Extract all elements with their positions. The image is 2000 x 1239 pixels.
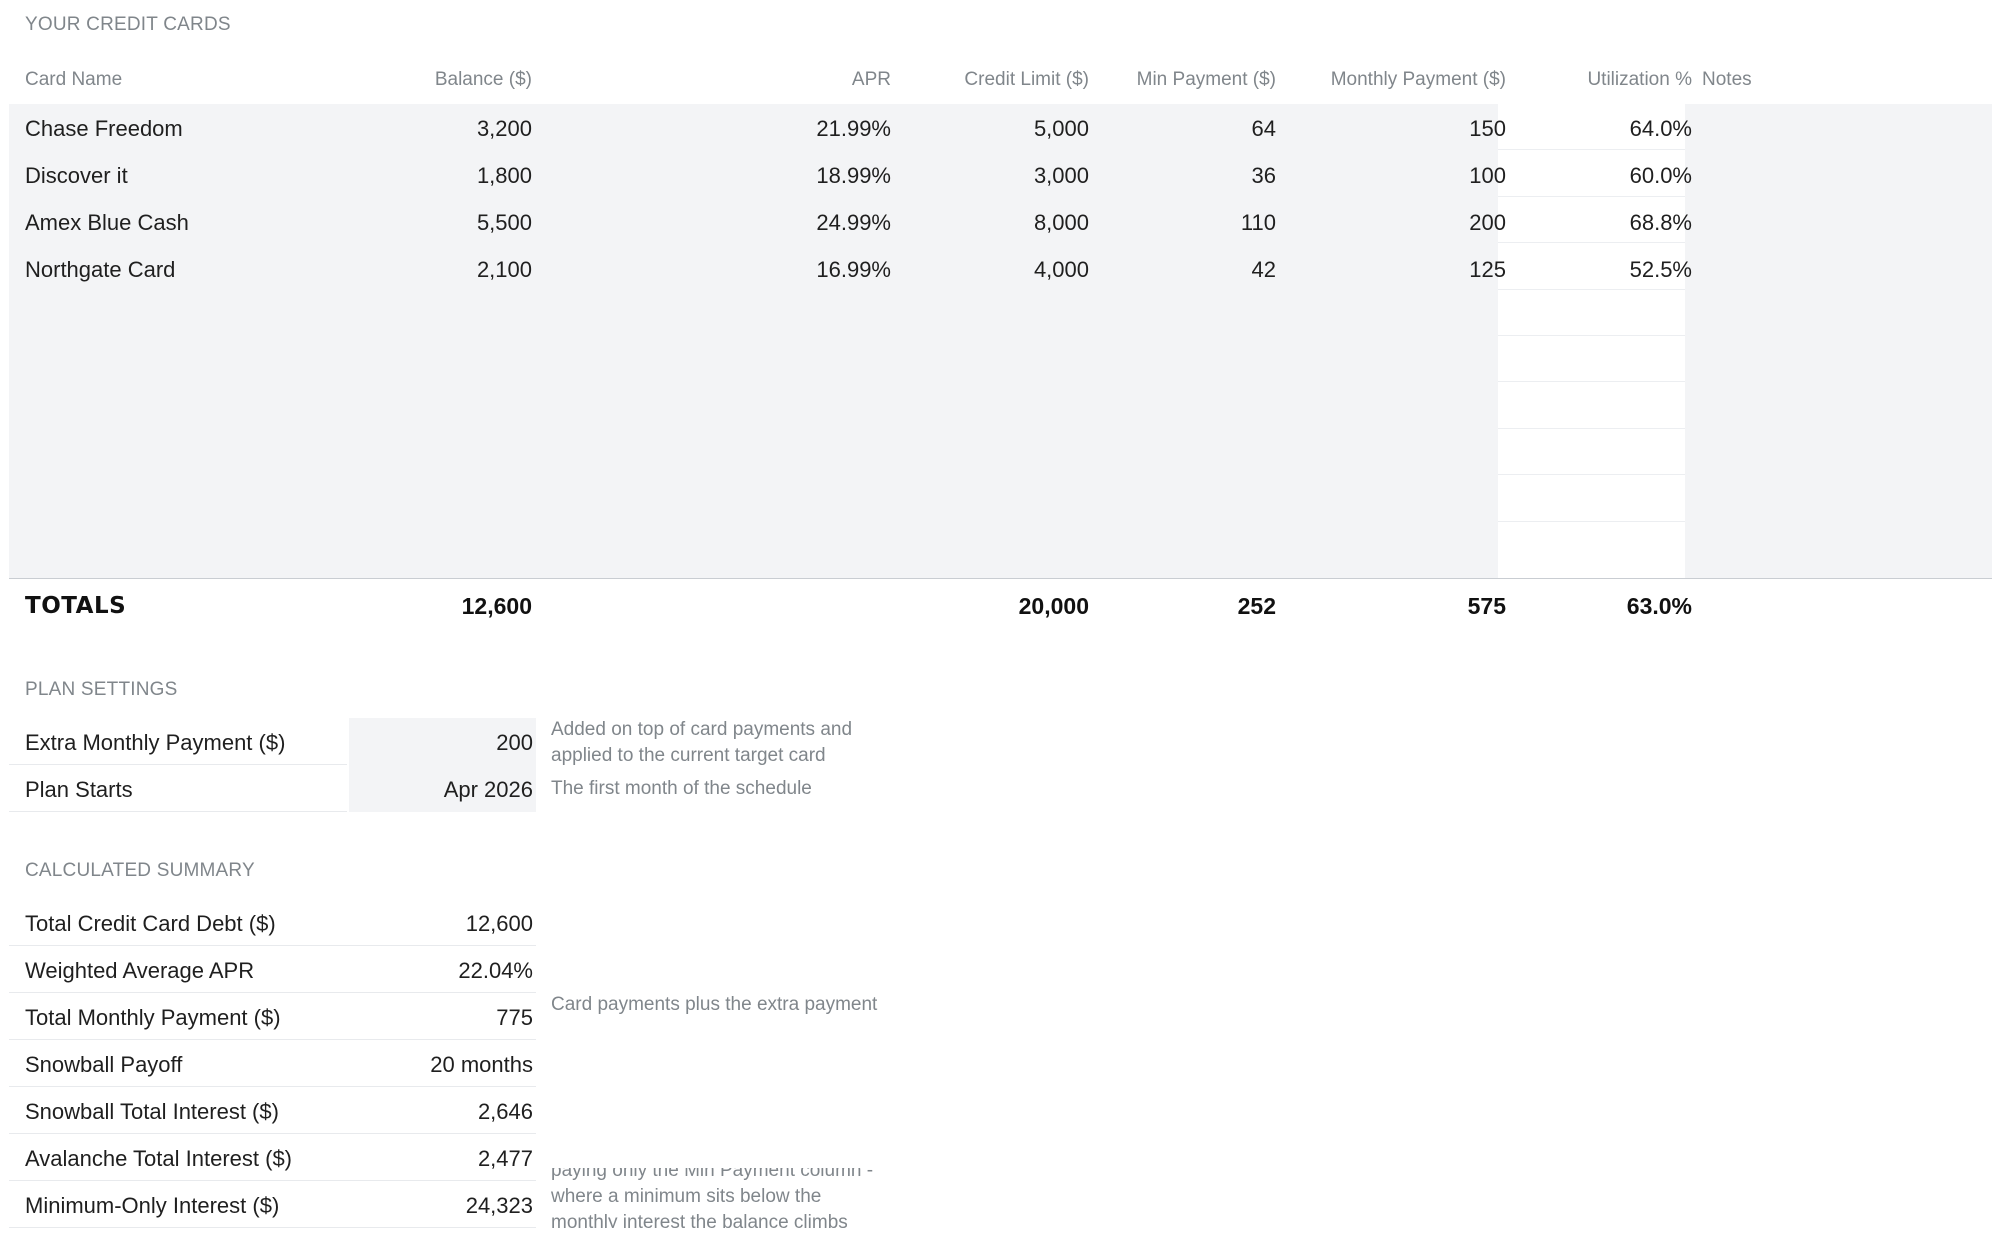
plan-starts-row: Plan Starts Apr 2026 <box>9 765 536 812</box>
utilization-cell: 52.5% <box>1629 257 1692 282</box>
summary-value: 775 <box>496 1005 533 1030</box>
summary-label: Weighted Average APR <box>25 958 255 983</box>
apr-cell[interactable]: 21.99% <box>816 116 891 141</box>
totals-credit-limit: 20,000 <box>1018 593 1089 619</box>
table-header: Card Name Balance ($) APR Credit Limit (… <box>9 57 1992 104</box>
summary-row-avalanche-interest: Avalanche Total Interest ($) 2,477 <box>9 1134 536 1181</box>
summary-value: 2,477 <box>477 1146 533 1171</box>
balance-cell[interactable]: 1,800 <box>476 163 532 188</box>
summary-row-total-debt: Total Credit Card Debt ($) 12,600 <box>9 899 536 946</box>
totals-utilization: 63.0% <box>1626 593 1692 619</box>
card-name-cell[interactable]: Chase Freedom <box>25 116 183 141</box>
min-payment-cell[interactable]: 64 <box>1251 116 1276 141</box>
header-monthly-payment: Monthly Payment ($) <box>1330 69 1506 90</box>
monthly-payment-cell[interactable]: 150 <box>1469 116 1506 141</box>
header-apr: APR <box>851 69 891 90</box>
table-row[interactable]: Northgate Card 2,100 16.99% 4,000 42 125… <box>9 245 1992 292</box>
card-name-cell[interactable]: Amex Blue Cash <box>25 210 189 235</box>
table-body: Chase Freedom 3,200 21.99% 5,000 64 150 … <box>9 104 1992 579</box>
table-row[interactable]: Chase Freedom 3,200 21.99% 5,000 64 150 … <box>9 104 1992 151</box>
credit-limit-cell[interactable]: 3,000 <box>1033 163 1089 188</box>
totals-balance: 12,600 <box>461 593 532 619</box>
min-payment-cell[interactable]: 36 <box>1251 163 1276 188</box>
summary-value: 20 months <box>430 1052 533 1077</box>
totals-label: TOTALS <box>25 593 127 619</box>
extra-payment-input[interactable] <box>349 718 536 765</box>
summary-label: Snowball Total Interest ($) <box>25 1099 279 1124</box>
monthly-payment-cell[interactable]: 100 <box>1469 163 1506 188</box>
balance-cell[interactable]: 2,100 <box>476 257 532 282</box>
extra-payment-value[interactable]: 200 <box>496 730 533 755</box>
apr-cell[interactable]: 16.99% <box>816 257 891 282</box>
summary-label: Snowball Payoff <box>25 1052 183 1077</box>
min-payment-cell[interactable]: 110 <box>1240 210 1276 235</box>
credit-cards-table: Card Name Balance ($) APR Credit Limit (… <box>9 57 1992 635</box>
header-credit-limit: Credit Limit ($) <box>964 69 1089 90</box>
header-card-name: Card Name <box>25 69 123 90</box>
summary-value: 22.04% <box>458 958 533 983</box>
extra-payment-note: Added on top of card payments and applie… <box>551 719 853 766</box>
totals-min-payment: 252 <box>1237 593 1276 619</box>
utilization-cell: 68.8% <box>1629 210 1692 235</box>
plan-starts-value[interactable]: Apr 2026 <box>443 777 533 802</box>
min-payment-cell[interactable]: 42 <box>1251 257 1276 282</box>
header-balance: Balance ($) <box>434 69 532 90</box>
minimum-only-note: paying only the Min Payment column - whe… <box>551 1168 874 1228</box>
summary-row-total-monthly: Total Monthly Payment ($) 775 <box>9 993 536 1040</box>
header-utilization: Utilization % <box>1587 69 1692 90</box>
balance-cell[interactable]: 3,200 <box>476 116 532 141</box>
credit-limit-cell[interactable]: 8,000 <box>1033 210 1089 235</box>
summary-value: 12,600 <box>465 911 533 936</box>
credit-limit-cell[interactable]: 4,000 <box>1033 257 1089 282</box>
header-notes: Notes <box>1702 69 1752 90</box>
table-row[interactable]: Discover it 1,800 18.99% 3,000 36 100 60… <box>9 151 1992 198</box>
plan-settings-section-title: PLAN SETTINGS <box>25 679 178 700</box>
summary-label: Minimum-Only Interest ($) <box>25 1193 280 1218</box>
table-row[interactable]: Amex Blue Cash 5,500 24.99% 8,000 110 20… <box>9 198 1992 245</box>
summary-label: Avalanche Total Interest ($) <box>25 1146 293 1171</box>
summary-row-weighted-apr: Weighted Average APR 22.04% <box>9 946 536 993</box>
credit-cards-section-title: YOUR CREDIT CARDS <box>25 14 231 35</box>
utilization-cell: 60.0% <box>1629 163 1692 188</box>
monthly-payment-cell[interactable]: 200 <box>1469 210 1506 235</box>
monthly-payment-cell[interactable]: 125 <box>1469 257 1506 282</box>
minimum-only-note-clip: paying only the Min Payment column - whe… <box>551 1168 891 1228</box>
total-monthly-note: Card payments plus the extra payment <box>551 994 878 1015</box>
extra-payment-label: Extra Monthly Payment ($) <box>25 730 286 755</box>
summary-row-snowball-payoff: Snowball Payoff 20 months <box>9 1040 536 1087</box>
card-name-cell[interactable]: Northgate Card <box>25 257 176 282</box>
summary-label: Total Credit Card Debt ($) <box>25 911 276 936</box>
summary-label: Total Monthly Payment ($) <box>25 1005 281 1030</box>
balance-cell[interactable]: 5,500 <box>476 210 532 235</box>
plan-starts-input[interactable] <box>349 765 536 812</box>
extra-payment-row: Extra Monthly Payment ($) 200 <box>9 718 536 765</box>
card-name-cell[interactable]: Discover it <box>25 163 128 188</box>
summary-value: 2,646 <box>477 1099 533 1124</box>
totals-row: TOTALS 12,600 20,000 252 575 63.0% <box>9 579 1992 635</box>
apr-cell[interactable]: 24.99% <box>816 210 891 235</box>
credit-limit-cell[interactable]: 5,000 <box>1033 116 1089 141</box>
header-min-payment: Min Payment ($) <box>1136 69 1276 90</box>
summary-row-minimum-interest: Minimum-Only Interest ($) 24,323 <box>9 1181 536 1228</box>
utilization-column-strip <box>1498 104 1685 578</box>
plan-starts-label: Plan Starts <box>25 777 133 802</box>
summary-row-snowball-interest: Snowball Total Interest ($) 2,646 <box>9 1087 536 1134</box>
apr-cell[interactable]: 18.99% <box>816 163 891 188</box>
utilization-cell: 64.0% <box>1629 116 1692 141</box>
totals-monthly-payment: 575 <box>1467 593 1506 619</box>
summary-section-title: CALCULATED SUMMARY <box>25 860 255 881</box>
summary-value: 24,323 <box>465 1193 533 1218</box>
plan-starts-note: The first month of the schedule <box>551 778 812 799</box>
